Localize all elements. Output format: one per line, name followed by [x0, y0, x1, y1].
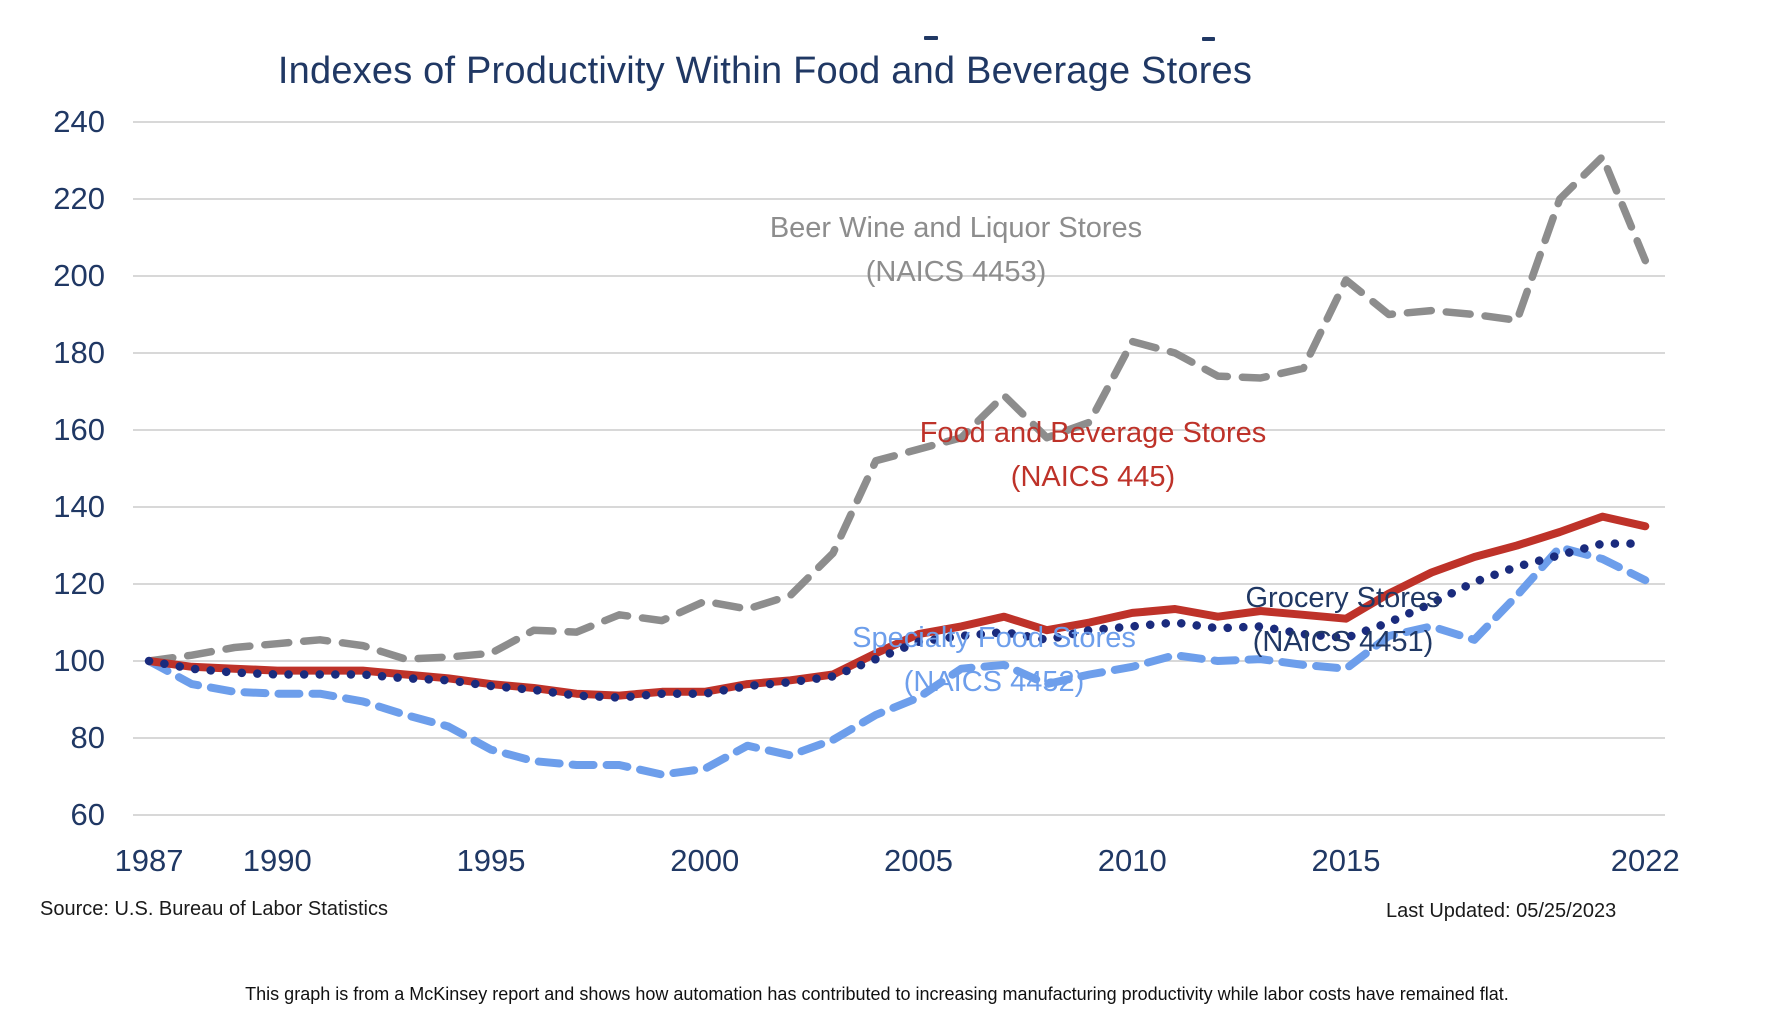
source-note: Source: U.S. Bureau of Labor Statistics	[40, 898, 388, 920]
chart-title: Indexes of Productivity Within Food and …	[277, 50, 1253, 92]
series-label-food-beverage-name: Food and Beverage Stores	[919, 417, 1267, 449]
top-crop-artifact-right	[1202, 37, 1215, 41]
series-label-food-beverage: Food and Beverage Stores (NAICS 445)	[920, 411, 1267, 499]
y-tick-label-200: 200	[53, 258, 105, 293]
series-line-specialty-food-stores	[145, 543, 1650, 779]
x-tick-label-1995: 1995	[456, 843, 526, 878]
bottom-caption: This graph is from a McKinsey report and…	[245, 984, 1509, 1004]
series-label-specialty-food-naics: (NAICS 4452)	[903, 666, 1085, 698]
y-tick-label-220: 220	[53, 181, 105, 216]
y-tick-label-180: 180	[53, 335, 105, 370]
series-label-grocery: Grocery Stores (NAICS 4451)	[1246, 576, 1441, 664]
y-tick-label-140: 140	[53, 489, 105, 524]
last-updated-note: Last Updated: 05/25/2023	[1386, 900, 1617, 922]
y-tick-label-60: 60	[70, 797, 105, 832]
y-tick-label-160: 160	[53, 412, 105, 447]
y-tick-label-240: 240	[53, 104, 105, 139]
x-tick-label-2005: 2005	[884, 843, 953, 878]
series-label-food-beverage-naics: (NAICS 445)	[1010, 461, 1176, 493]
series-label-specialty-food-name: Specialty Food Stores	[852, 622, 1136, 654]
x-tick-label-2015: 2015	[1311, 843, 1381, 878]
series-line-grocery-stores	[144, 539, 1650, 702]
top-crop-artifact-left	[924, 36, 938, 40]
y-tick-label-120: 120	[53, 566, 105, 601]
x-tick-label-2022: 2022	[1610, 843, 1680, 878]
x-tick-label-1990: 1990	[242, 843, 312, 878]
series-label-grocery-name: Grocery Stores	[1245, 582, 1441, 614]
series-label-beer-wine-liquor: Beer Wine and Liquor Stores (NAICS 4453)	[770, 206, 1142, 294]
y-tick-label-100: 100	[53, 643, 105, 678]
x-tick-label-2010: 2010	[1097, 843, 1167, 878]
series-label-specialty-food: Specialty Food Stores (NAICS 4452)	[852, 616, 1136, 704]
series-label-grocery-naics: (NAICS 4451)	[1252, 626, 1434, 658]
y-tick-label-80: 80	[70, 720, 105, 755]
x-tick-label-2000: 2000	[670, 843, 740, 878]
series-label-beer-wine-liquor-naics: (NAICS 4453)	[865, 256, 1047, 288]
x-tick-label-1987: 1987	[114, 843, 184, 878]
series-label-beer-wine-liquor-name: Beer Wine and Liquor Stores	[769, 212, 1143, 244]
series-line-beer-wine-and-liquor-stores	[145, 152, 1650, 665]
